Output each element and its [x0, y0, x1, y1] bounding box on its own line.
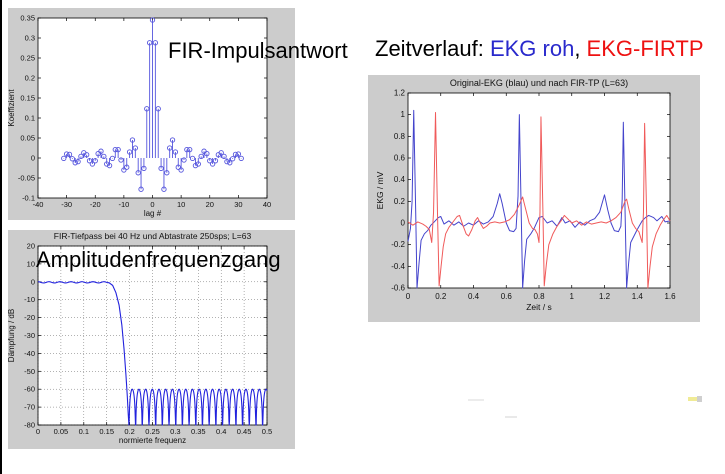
svg-text:30: 30 — [234, 200, 242, 209]
time-course-header: Zeitverlauf: EKG roh, EKG-FIRTP — [375, 36, 704, 61]
svg-text:-40: -40 — [33, 200, 44, 209]
svg-text:Original-EKG (blau) und nach F: Original-EKG (blau) und nach FIR-TP (L=6… — [450, 78, 628, 88]
ekg-time-series-chart: 0 0.2 0.4 0.6 0.8 1 1.2 1.4 1.6 1.2 1 0.8 0.6 0.4 0.2 0… — [375, 78, 676, 312]
svg-text:0.1: 0.1 — [25, 114, 35, 123]
ekg-figure-panel: 0 0.2 0.4 0.6 0.8 1 1.2 1.4 1.6 1.2 1 0.8 0.6 0.4 0.2 0… — [368, 75, 700, 322]
svg-text:0.1: 0.1 — [79, 427, 89, 436]
svg-text:0.2: 0.2 — [124, 427, 134, 436]
svg-text:1: 1 — [401, 110, 406, 119]
frequency-response-chart: 0 0.05 0.1 0.15 0.2 0.25 0.3 0.35 0.4 0.45 0.5 20 10… — [8, 231, 272, 445]
svg-text:0.8: 0.8 — [533, 292, 545, 301]
svg-text:0.6: 0.6 — [394, 154, 406, 163]
header-ekg-raw: EKG roh — [489, 36, 575, 61]
svg-text:0: 0 — [401, 219, 406, 228]
stray-mark-gray — [697, 396, 702, 402]
svg-text:0.25: 0.25 — [145, 427, 160, 436]
svg-text:0: 0 — [150, 200, 154, 209]
svg-text:0.4: 0.4 — [468, 292, 480, 301]
svg-text:0: 0 — [36, 427, 40, 436]
svg-text:-70: -70 — [24, 403, 35, 412]
svg-text:0.4: 0.4 — [216, 427, 226, 436]
svg-text:0.05: 0.05 — [54, 427, 69, 436]
slide-left-border — [0, 0, 2, 474]
svg-text:0: 0 — [406, 292, 411, 301]
header-prefix: Zeitverlauf: — [375, 36, 490, 61]
svg-text:-60: -60 — [24, 385, 35, 394]
svg-text:20: 20 — [27, 242, 35, 251]
svg-text:1: 1 — [570, 292, 575, 301]
svg-text:-0.2: -0.2 — [391, 240, 405, 249]
svg-text:0.35: 0.35 — [191, 427, 206, 436]
svg-text:FIR-Tiefpass bei 40 Hz und Abt: FIR-Tiefpass bei 40 Hz und Abtastrate 25… — [54, 231, 252, 241]
svg-text:0.25: 0.25 — [20, 54, 35, 63]
svg-text:0.3: 0.3 — [170, 427, 180, 436]
svg-text:0: 0 — [31, 277, 35, 286]
amplitude-overlay-label: Amplitudenfrequenzgang — [36, 247, 281, 272]
svg-text:1.2: 1.2 — [599, 292, 611, 301]
svg-text:normierte frequenz: normierte frequenz — [119, 436, 186, 445]
header-ekg-filtered: EKG-FIRTP — [586, 36, 704, 61]
svg-text:0.5: 0.5 — [262, 427, 272, 436]
svg-text:-0.6: -0.6 — [391, 284, 405, 293]
svg-text:-10: -10 — [24, 295, 35, 304]
stray-mark-faint — [468, 399, 484, 401]
svg-text:-40: -40 — [24, 349, 35, 358]
svg-text:-20: -20 — [90, 200, 101, 209]
svg-text:-50: -50 — [24, 367, 35, 376]
svg-text:0.2: 0.2 — [394, 197, 406, 206]
header-separator: , — [574, 36, 587, 61]
svg-text:0: 0 — [31, 154, 35, 163]
svg-text:-30: -30 — [61, 200, 72, 209]
svg-text:0.35: 0.35 — [20, 14, 35, 23]
svg-text:20: 20 — [206, 200, 214, 209]
svg-text:1.2: 1.2 — [394, 89, 406, 98]
svg-text:0.3: 0.3 — [25, 34, 35, 43]
stray-mark-yellow — [688, 397, 697, 401]
svg-text:lag #: lag # — [144, 209, 162, 218]
svg-text:0.2: 0.2 — [435, 292, 447, 301]
impulse-response-chart: -40 -30 -20 -10 0 10 20 30 40 0.35 0.3 0.25 0.2 0.15 0… — [8, 14, 271, 219]
svg-text:-20: -20 — [24, 313, 35, 322]
svg-text:-30: -30 — [24, 331, 35, 340]
svg-text:0.6: 0.6 — [501, 292, 513, 301]
svg-text:0.15: 0.15 — [20, 94, 35, 103]
svg-text:0.4: 0.4 — [394, 175, 406, 184]
svg-text:Dämpfung / dB: Dämpfung / dB — [8, 309, 16, 362]
svg-text:1.6: 1.6 — [664, 292, 676, 301]
svg-text:1.4: 1.4 — [632, 292, 644, 301]
svg-text:EKG / mV: EKG / mV — [375, 171, 385, 209]
svg-text:-0.05: -0.05 — [18, 174, 35, 183]
svg-text:-10: -10 — [118, 200, 129, 209]
svg-text:0.05: 0.05 — [20, 134, 35, 143]
svg-text:Koeffizient: Koeffizient — [8, 89, 16, 127]
impulse-overlay-label: FIR-Impulsantwort — [168, 38, 348, 63]
svg-text:10: 10 — [27, 259, 35, 268]
stray-mark-faint — [505, 416, 517, 418]
svg-text:10: 10 — [177, 200, 185, 209]
frequency-response-figure-panel: 0 0.05 0.1 0.15 0.2 0.25 0.3 0.35 0.4 0.45 0.5 20 10… — [8, 230, 295, 449]
svg-text:40: 40 — [263, 200, 271, 209]
svg-text:-80: -80 — [24, 421, 35, 430]
impulse-figure-panel: -40 -30 -20 -10 0 10 20 30 40 0.35 0.3 0.25 0.2 0.15 0… — [8, 8, 295, 220]
svg-text:-0.4: -0.4 — [391, 262, 405, 271]
svg-text:-0.1: -0.1 — [22, 194, 35, 203]
svg-text:0.8: 0.8 — [394, 132, 406, 141]
svg-text:Zeit / s: Zeit / s — [526, 302, 552, 312]
svg-text:0.45: 0.45 — [237, 427, 252, 436]
svg-text:0.2: 0.2 — [25, 74, 35, 83]
svg-text:0.15: 0.15 — [99, 427, 114, 436]
